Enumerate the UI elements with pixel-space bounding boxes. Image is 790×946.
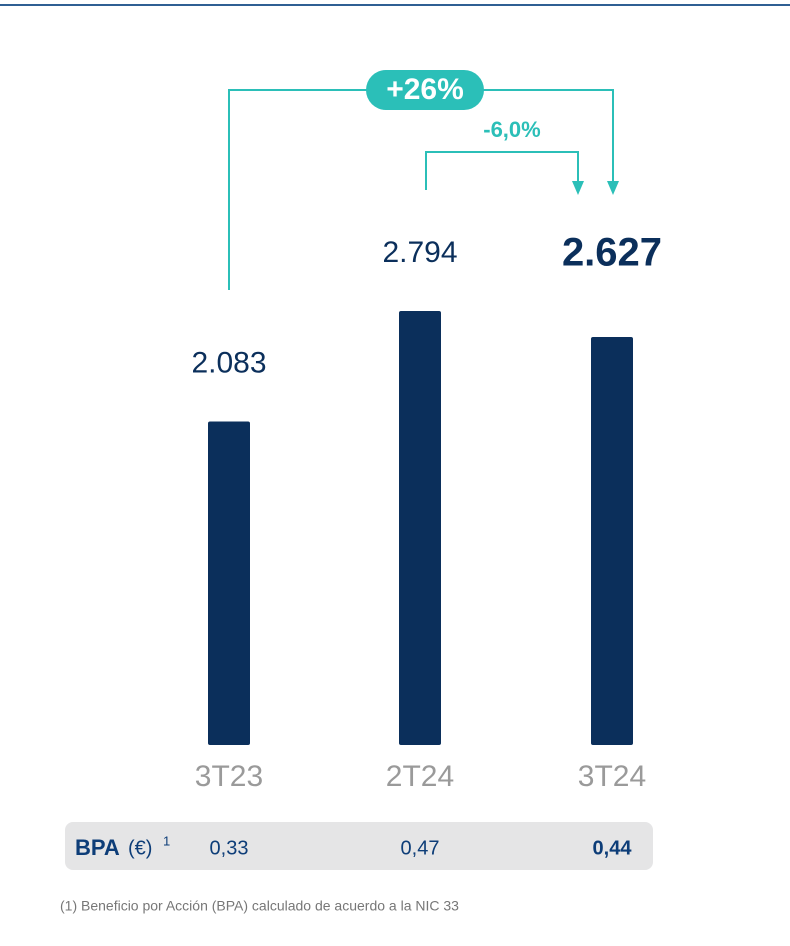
badge [366,70,484,110]
x-tick-label: 3T23 [195,760,263,793]
value-label: 2.627 [562,231,662,275]
table-value: 0,47 [401,837,440,859]
table-value: 0,33 [210,837,249,859]
bar [591,336,633,745]
table-label: BPA [75,835,120,860]
bar [399,311,441,745]
bar [208,421,250,745]
value-label: 2.794 [382,236,457,269]
arrow-head [572,181,584,195]
x-tick-label: 2T24 [386,760,454,793]
annotation: +26% [386,73,464,106]
footnote: (1) Beneficio por Acción (BPA) calculado… [60,898,459,914]
value-label: 2.083 [191,346,266,379]
table-value: 0,44 [593,837,633,859]
annotation: -6,0% [483,117,540,142]
x-tick-label: 3T24 [578,760,646,793]
table-row-bg [65,822,653,870]
table-note-ref: 1 [163,833,170,848]
arrow-head [607,181,619,195]
bracket [425,151,579,190]
table-unit: (€) [128,837,152,859]
